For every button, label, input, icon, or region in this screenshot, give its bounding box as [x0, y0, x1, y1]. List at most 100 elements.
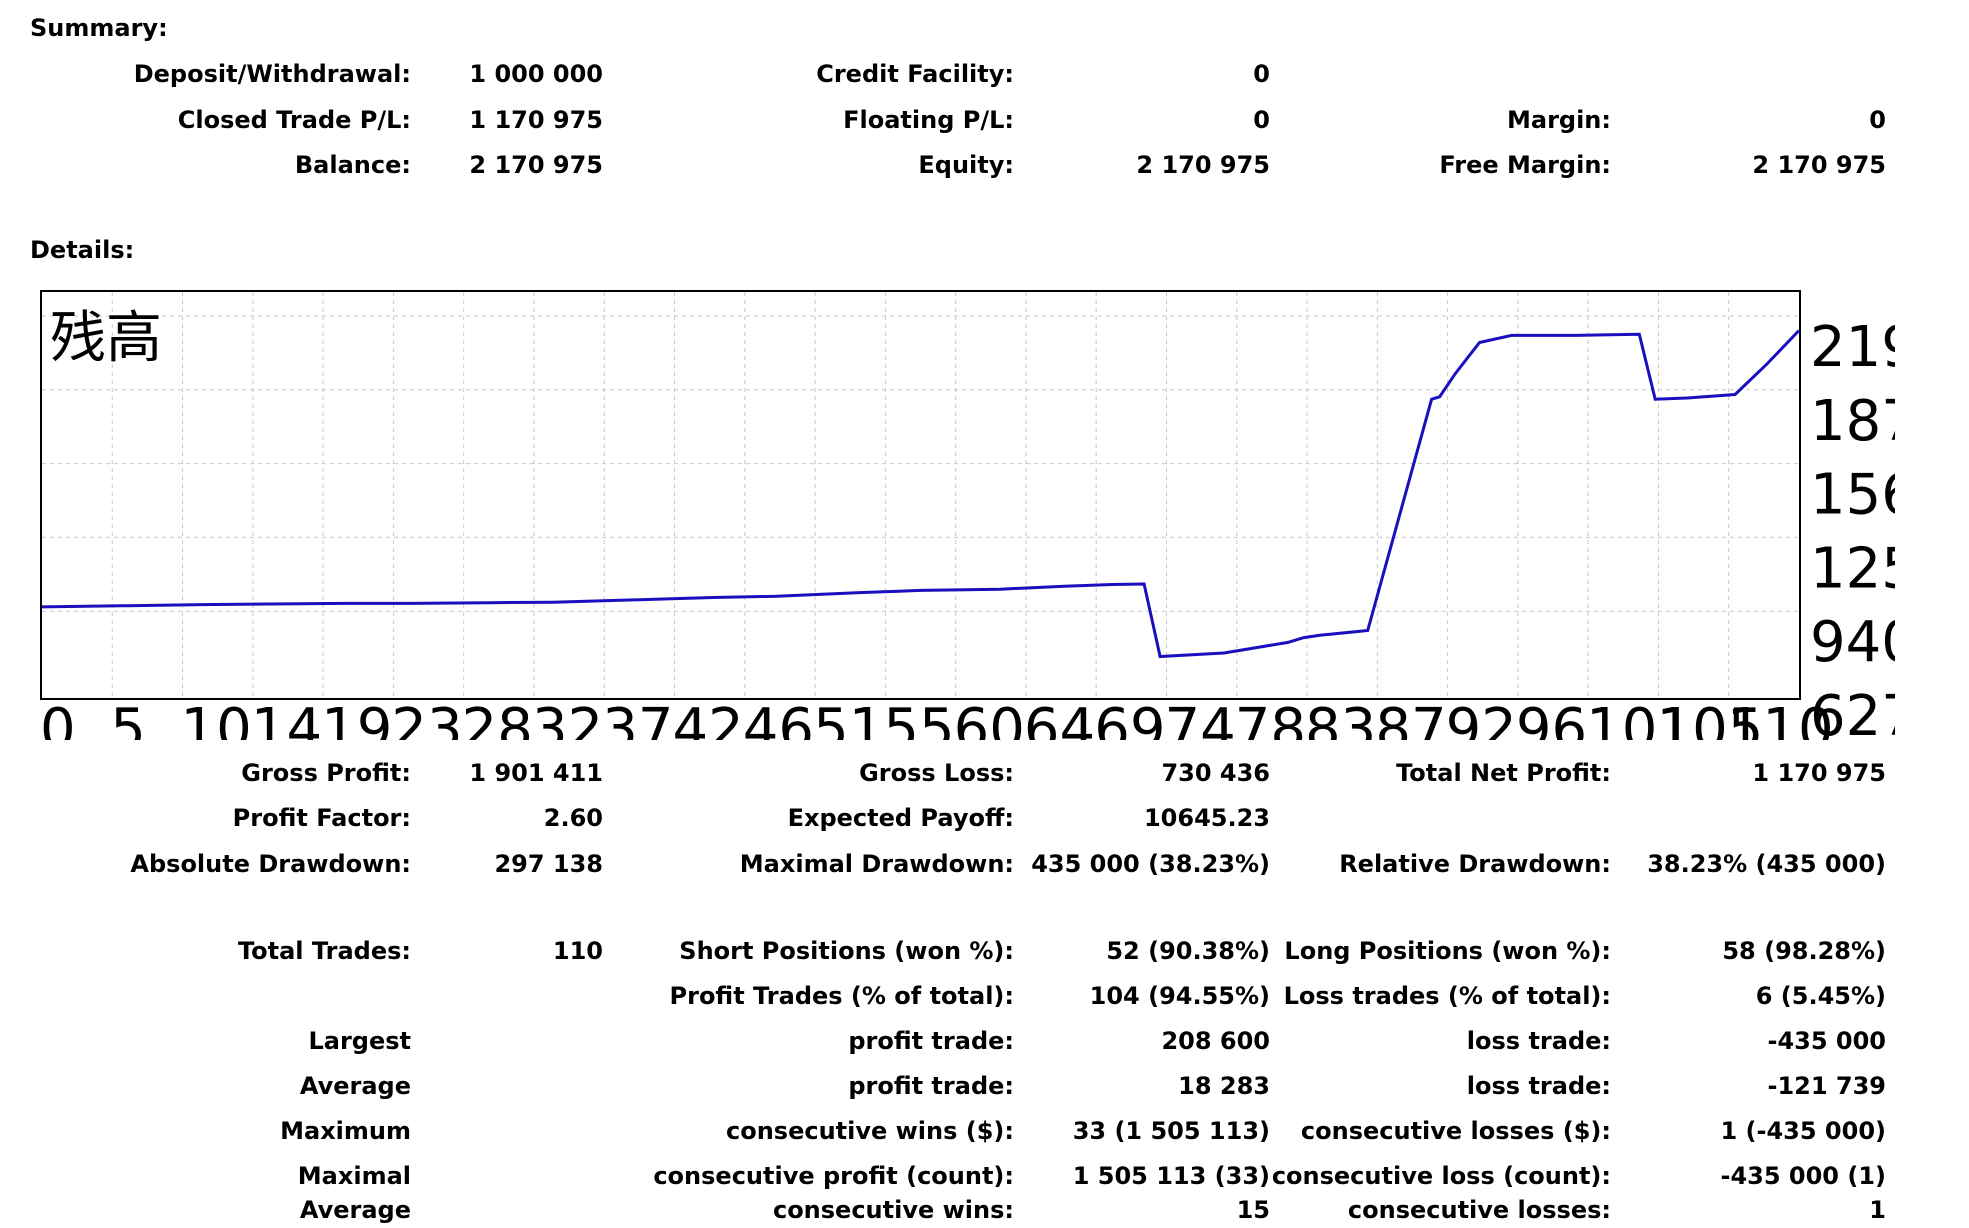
y-tick-label: 627 — [1810, 684, 1917, 740]
x-tick-label: 74 — [1164, 697, 1235, 740]
x-tick-label: 0 — [40, 697, 76, 740]
details-label: Expected Payoff: — [787, 804, 1014, 832]
details-value: 10645.23 — [1143, 804, 1270, 832]
y-tick-label: 125 — [1810, 536, 1917, 601]
y-tick-label: 219 — [1810, 315, 1917, 380]
y-axis-ticks: 219 187 156 125 940 627 — [1810, 315, 1917, 740]
details-label: Relative Drawdown: — [1339, 850, 1611, 878]
details-label: Long Positions (won %): — [1284, 937, 1611, 965]
summary-label: Closed Trade P/L: — [177, 106, 411, 134]
x-tick-label: 37 — [602, 697, 673, 740]
summary-value: 2 170 975 — [1752, 151, 1886, 179]
details-value: 1 (-435 000) — [1720, 1117, 1886, 1145]
x-axis-ticks: 0 5 10 14 19 23 28 32 37 42 46 51 55 60 64 69 74 78 83 87 92… — [40, 697, 1834, 740]
details-label: Average — [299, 1072, 411, 1100]
x-tick-label: 60 — [954, 697, 1025, 740]
details-label: consecutive losses ($): — [1300, 1117, 1611, 1145]
details-label: consecutive loss (count): — [1271, 1162, 1611, 1190]
x-tick-label: 28 — [462, 697, 533, 740]
details-label: loss trade: — [1466, 1027, 1611, 1055]
details-value: 730 436 — [1161, 759, 1270, 787]
x-tick-label: 5 — [110, 697, 146, 740]
details-label: consecutive wins: — [772, 1196, 1014, 1224]
x-tick-label: 55 — [883, 697, 954, 740]
details-label: Profit Factor: — [232, 804, 411, 832]
y-tick-label: 156 — [1810, 463, 1917, 528]
details-title: Details: — [30, 236, 135, 264]
details-label: Short Positions (won %): — [679, 937, 1014, 965]
x-tick-label: 87 — [1375, 697, 1446, 740]
x-tick-label: 83 — [1305, 697, 1376, 740]
x-tick-label: 46 — [743, 697, 814, 740]
x-tick-label: 64 — [1024, 697, 1095, 740]
details-value: 297 138 — [494, 850, 603, 878]
x-tick-label: 69 — [1094, 697, 1165, 740]
x-tick-label: 32 — [532, 697, 603, 740]
balance-chart: 残高 219 187 156 125 940 627 0 5 10 14 19 23 28 32 37 42… — [40, 290, 1917, 740]
details-label: consecutive profit (count): — [653, 1162, 1014, 1190]
summary-label: Free Margin: — [1439, 151, 1611, 179]
x-tick-label: 23 — [391, 697, 462, 740]
details-value: 52 (90.38%) — [1106, 937, 1270, 965]
details-value: 104 (94.55%) — [1089, 982, 1270, 1010]
summary-value: 2 170 975 — [1136, 151, 1270, 179]
x-tick-label: 78 — [1235, 697, 1306, 740]
x-tick-label: 105 — [1656, 697, 1763, 740]
summary-label: Credit Facility: — [816, 60, 1014, 88]
x-tick-label: 51 — [813, 697, 884, 740]
summary-label: Floating P/L: — [843, 106, 1014, 134]
details-value: 38.23% (435 000) — [1647, 850, 1886, 878]
summary-value: 0 — [1253, 106, 1270, 134]
details-value: 2.60 — [543, 804, 603, 832]
details-label: Absolute Drawdown: — [130, 850, 411, 878]
details-value: -435 000 — [1767, 1027, 1886, 1055]
summary-value: 2 170 975 — [469, 151, 603, 179]
details-value: -121 739 — [1767, 1072, 1886, 1100]
details-label: Maximal Drawdown: — [739, 850, 1014, 878]
chart-title: 残高 — [50, 306, 162, 371]
x-tick-label: 96 — [1516, 697, 1587, 740]
details-label: profit trade: — [848, 1027, 1014, 1055]
series-line-balance — [41, 329, 1801, 659]
details-value: 1 901 411 — [469, 759, 603, 787]
details-label: Total Trades: — [237, 937, 411, 965]
details-label: Maximal — [297, 1162, 411, 1190]
summary-label: Balance: — [294, 151, 411, 179]
x-tick-label: 14 — [251, 697, 322, 740]
details-value: 1 — [1869, 1196, 1886, 1224]
x-tick-label: 110 — [1727, 697, 1834, 740]
x-tick-label: 92 — [1446, 697, 1517, 740]
details-label: consecutive losses: — [1347, 1196, 1611, 1224]
x-tick-label: 19 — [321, 697, 392, 740]
summary-value: 1 000 000 — [469, 60, 603, 88]
summary-label: Equity: — [918, 151, 1014, 179]
details-value: 435 000 (38.23%) — [1031, 850, 1270, 878]
plot-frame — [40, 290, 1801, 700]
details-label: Maximum — [280, 1117, 411, 1145]
details-label: Profit Trades (% of total): — [669, 982, 1014, 1010]
chart-grid — [42, 292, 1799, 699]
details-label: Gross Profit: — [241, 759, 411, 787]
details-value: 6 (5.45%) — [1755, 982, 1886, 1010]
details-value: 1 505 113 (33) — [1072, 1162, 1270, 1190]
summary-value: 0 — [1869, 106, 1886, 134]
details-label: Loss trades (% of total): — [1283, 982, 1611, 1010]
summary-label: Deposit/Withdrawal: — [133, 60, 411, 88]
y-tick-label: 940 — [1810, 610, 1917, 675]
details-label: profit trade: — [848, 1072, 1014, 1100]
summary-value: 0 — [1253, 60, 1270, 88]
summary-value: 1 170 975 — [469, 106, 603, 134]
details-label: consecutive wins ($): — [725, 1117, 1014, 1145]
x-tick-label: 10 — [181, 697, 252, 740]
details-value: 1 170 975 — [1752, 759, 1886, 787]
summary-title: Summary: — [30, 14, 168, 42]
details-value: 208 600 — [1161, 1027, 1270, 1055]
y-tick-label: 187 — [1810, 389, 1917, 454]
details-value: -435 000 (1) — [1720, 1162, 1886, 1190]
details-label: Largest — [308, 1027, 411, 1055]
details-value: 18 283 — [1178, 1072, 1270, 1100]
details-label: Gross Loss: — [859, 759, 1014, 787]
details-value: 15 — [1236, 1196, 1270, 1224]
details-label: Average — [299, 1196, 411, 1224]
details-label: loss trade: — [1466, 1072, 1611, 1100]
